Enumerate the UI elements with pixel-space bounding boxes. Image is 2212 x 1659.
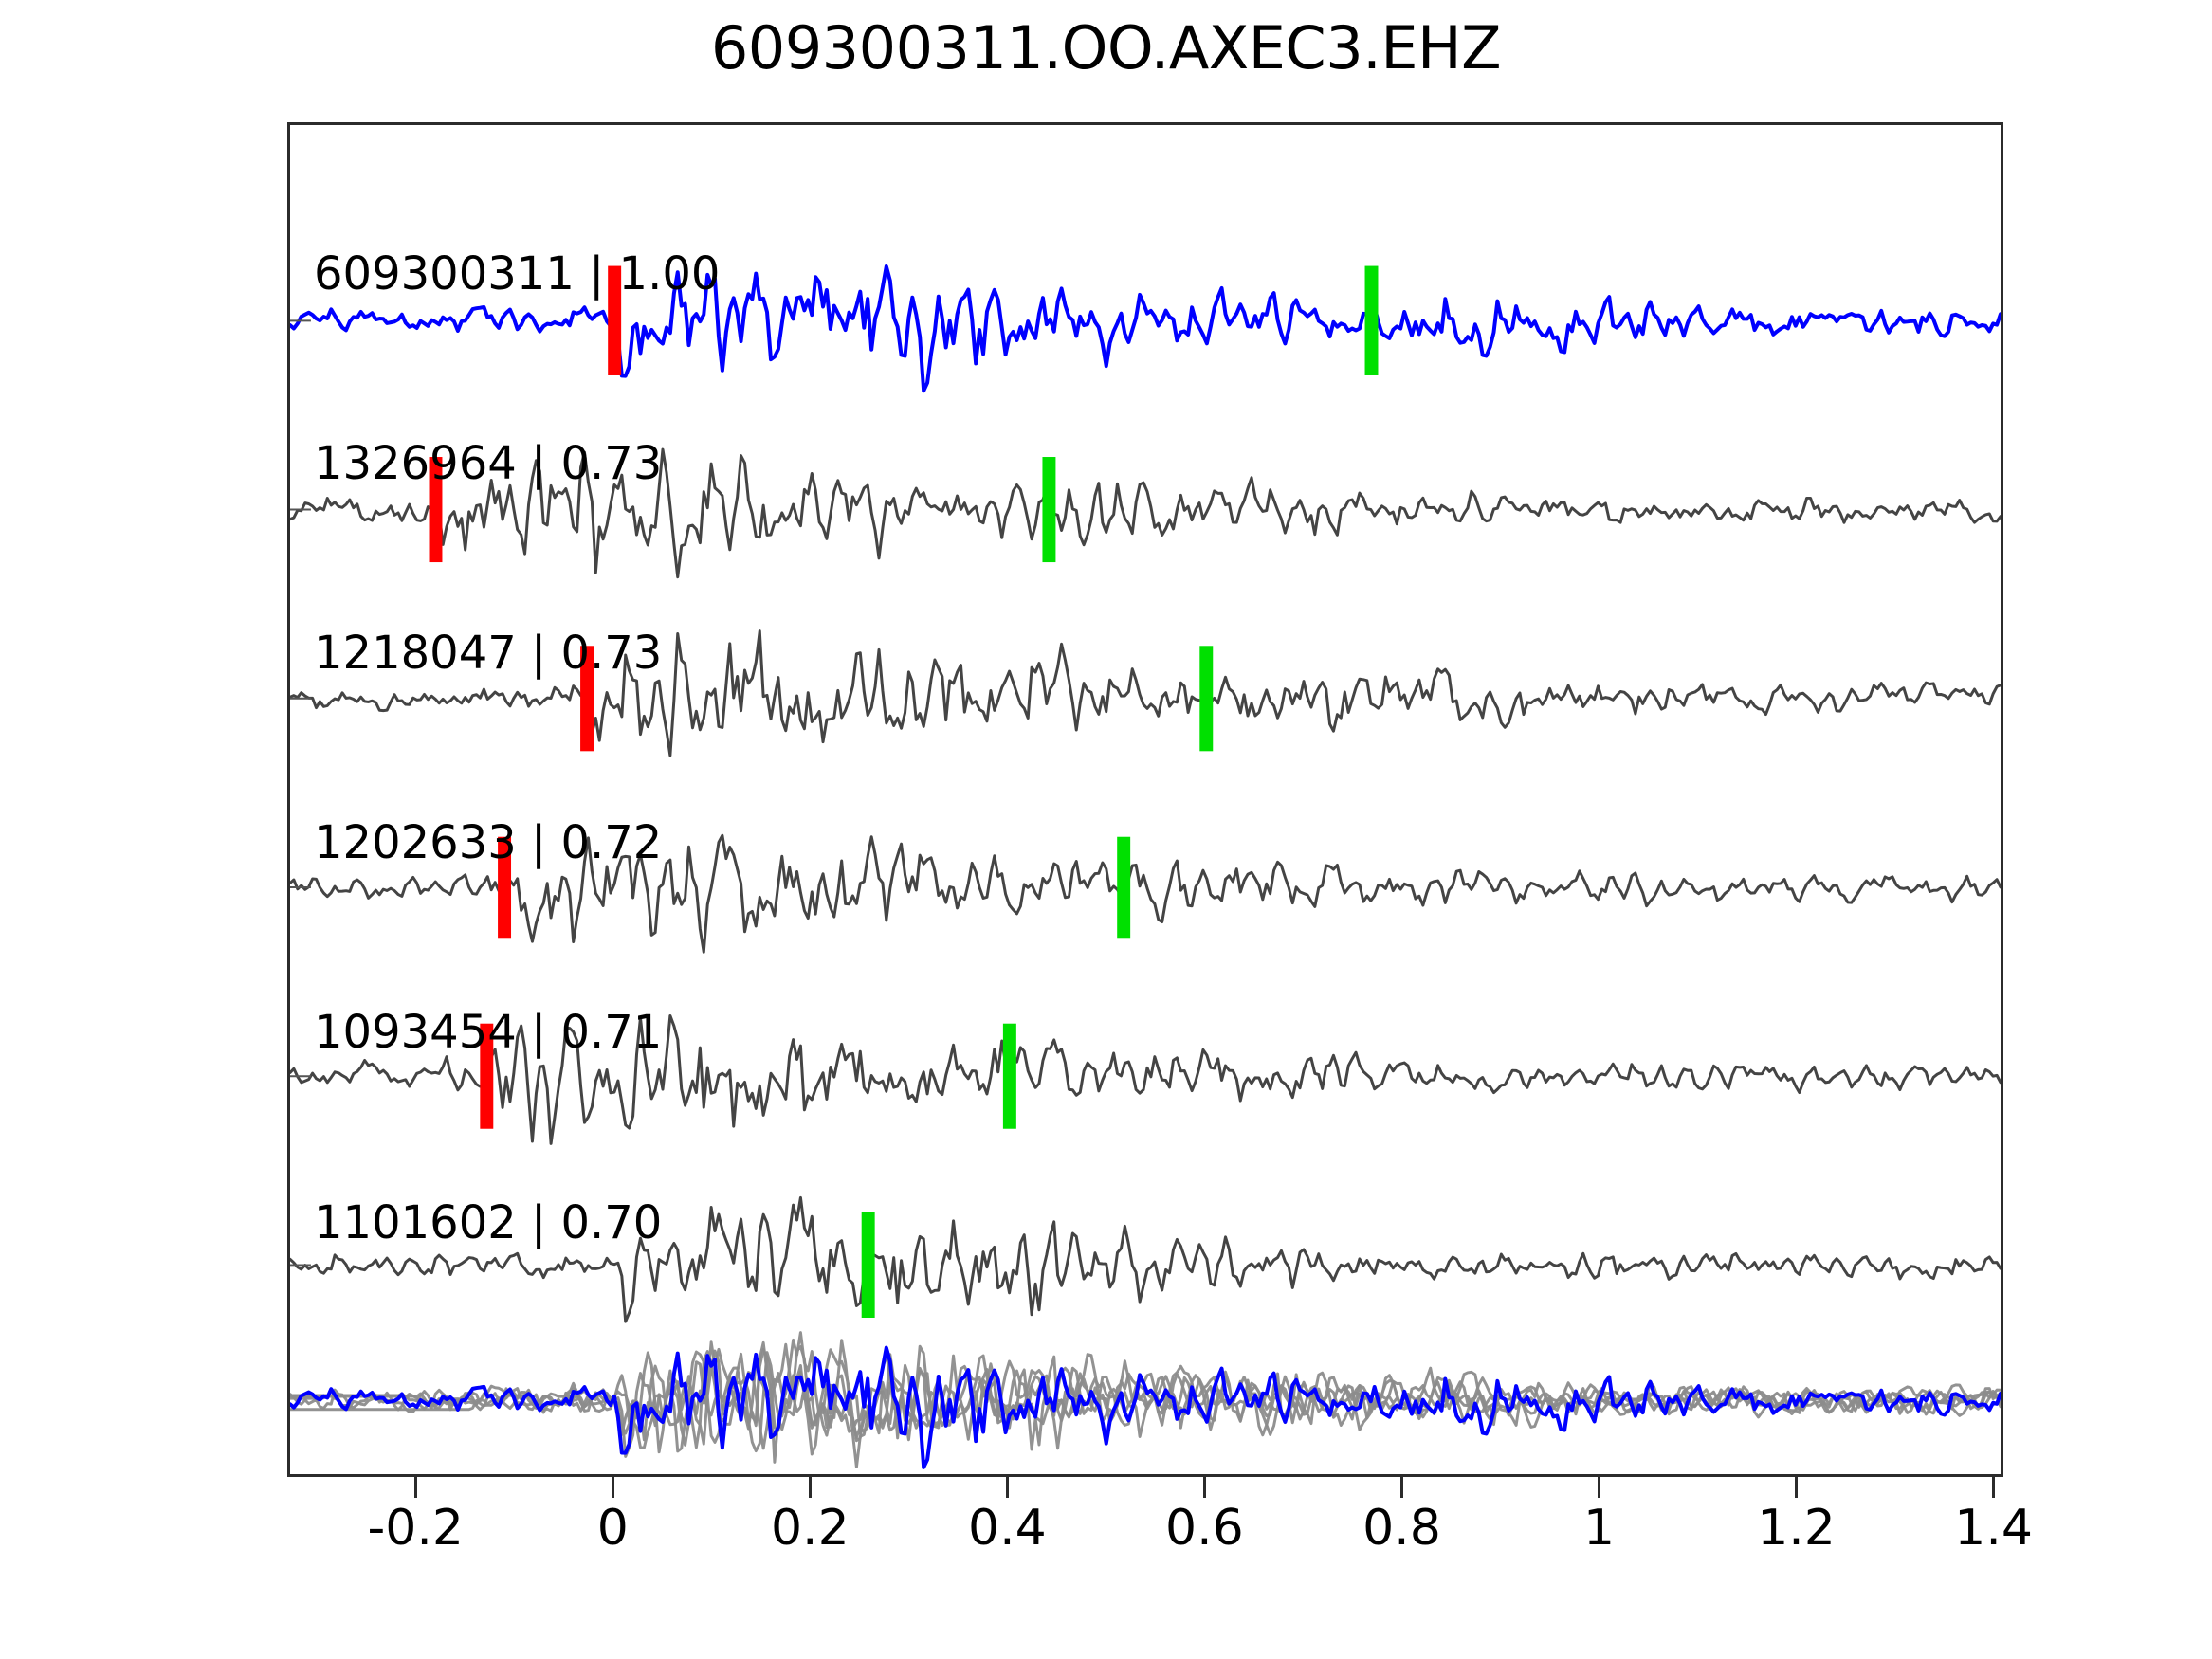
- x-tick-label: 0.6: [1165, 1500, 1244, 1557]
- x-tick-mark: [1399, 1477, 1403, 1498]
- s-pick-marker-1093454: [1002, 1023, 1016, 1129]
- waveform-trace-1202633: [290, 833, 2001, 954]
- p-pick-marker-1326964: [429, 457, 443, 563]
- x-tick-label: 0.8: [1362, 1500, 1441, 1557]
- s-pick-marker-1218047: [1199, 646, 1214, 752]
- x-tick-label: -0.2: [367, 1500, 464, 1557]
- x-tick-label: 1.2: [1757, 1500, 1836, 1557]
- stack-reference-trace: [290, 1345, 2001, 1469]
- stack-member-trace: [290, 1331, 2001, 1458]
- p-pick-marker-609300311: [608, 265, 622, 375]
- x-axis: -0.2 0 0.2 0.4 0.6 0.8 1 1.2 1.4: [287, 1477, 2033, 1600]
- p-pick-marker-1218047: [580, 646, 594, 752]
- x-tick-mark: [1992, 1477, 1996, 1498]
- plot-area: 609300311 | 1.00 1326964 | 0.73 1218047 | …: [287, 122, 2003, 1477]
- s-pick-marker-609300311: [1364, 265, 1379, 375]
- x-tick-label: 0.4: [968, 1500, 1047, 1557]
- page-title: 609300311.OO.AXEC3.EHZ: [710, 13, 1502, 82]
- x-tick-label: 0: [596, 1500, 629, 1557]
- x-tick-label: 0.2: [770, 1500, 850, 1557]
- s-pick-marker-1202633: [1117, 836, 1131, 939]
- s-pick-marker-1326964: [1042, 457, 1056, 563]
- x-tick-mark: [1598, 1477, 1600, 1498]
- stack-member-trace: [290, 1345, 2001, 1454]
- x-tick-mark: [611, 1477, 614, 1498]
- x-tick-label: 1.4: [1954, 1500, 2033, 1557]
- s-pick-marker-1101602: [861, 1212, 875, 1318]
- x-tick-mark: [808, 1477, 812, 1498]
- waveform-trace-1093454: [290, 1013, 2001, 1145]
- p-pick-marker-1202633: [498, 836, 512, 939]
- waveform-trace-1326964: [290, 447, 2001, 579]
- waveform-trace-1218047: [290, 629, 2001, 757]
- waveform-canvas: [290, 264, 2001, 1469]
- x-tick-mark: [1202, 1477, 1206, 1498]
- waveform-trace-609300311: [290, 264, 2001, 393]
- waveform-trace-1101602: [290, 1195, 2001, 1323]
- x-tick-mark: [413, 1477, 417, 1498]
- x-tick-label: 1: [1582, 1500, 1616, 1557]
- p-pick-marker-1093454: [480, 1023, 494, 1129]
- x-tick-mark: [1005, 1477, 1009, 1498]
- x-tick-mark: [1795, 1477, 1799, 1498]
